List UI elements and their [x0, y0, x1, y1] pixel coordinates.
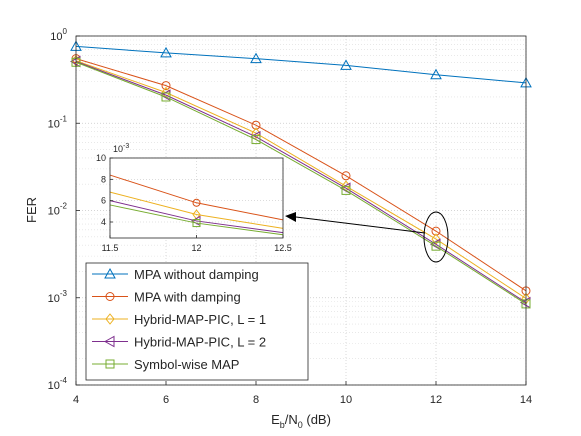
y-tick-label: 100 [50, 27, 67, 43]
inset-y-tick-label: 8 [101, 174, 106, 184]
legend-label: MPA with damping [134, 290, 241, 305]
legend-label: Hybrid-MAP-PIC, L = 1 [134, 312, 266, 327]
inset-data-point-marker [192, 219, 201, 228]
x-tick-label: 6 [163, 394, 169, 406]
data-point-marker [251, 120, 261, 130]
y-tick-label: 10-4 [48, 376, 68, 392]
inset-plot: 4 6 8 10 11.5 12 12.5 10-3 [96, 143, 292, 253]
series-line [75, 45, 527, 84]
legend-swatch-marker [105, 359, 115, 369]
inset-series-line [109, 204, 284, 236]
inset-x-tick-label: 12 [191, 243, 201, 253]
x-tick-label: 8 [253, 394, 259, 406]
series-line [75, 61, 527, 305]
y-axis-label: FER [24, 197, 39, 223]
inset-y-tick-label: 6 [101, 196, 106, 206]
inset-series-line [109, 191, 284, 229]
x-tick-label: 10 [340, 394, 352, 406]
inset-series-line [109, 174, 284, 221]
data-point-marker [161, 92, 171, 102]
inset-y-tick-label: 10 [96, 153, 106, 163]
inset-x-tick-label: 11.5 [102, 243, 119, 253]
legend-label: Hybrid-MAP-PIC, L = 2 [134, 335, 266, 350]
inset-x-tick-label: 12.5 [274, 243, 292, 253]
series-line [75, 60, 527, 299]
inset-y-tick-label: 4 [101, 217, 106, 227]
x-axis-label: Eb/N0 (dB) [271, 412, 331, 430]
legend-label: Symbol-wise MAP [134, 357, 239, 372]
data-point-marker [341, 185, 351, 195]
legend-swatch-marker [103, 335, 115, 348]
data-point-marker [341, 171, 351, 181]
data-point-marker [431, 241, 441, 251]
zoom-arrow-head [285, 212, 296, 222]
zoom-arrow-line [295, 216, 426, 234]
inset-y-multiplier: 10-3 [113, 143, 129, 154]
legend-label: MPA without damping [134, 267, 259, 282]
data-point-marker [431, 226, 441, 236]
inset-series-line [109, 200, 284, 234]
inset-data-point-marker [192, 198, 201, 207]
legend-box [85, 262, 309, 381]
inset-data-point-marker [192, 209, 201, 220]
zoom-ellipse [423, 211, 449, 263]
x-tick-label: 14 [520, 394, 532, 406]
series-line [75, 61, 527, 304]
inset-ticks: 4 6 8 10 11.5 12 12.5 [96, 153, 292, 253]
legend: MPA without damping MPA with damping Hybri… [85, 262, 309, 381]
series-line [75, 58, 527, 292]
data-point-marker [340, 59, 352, 70]
inset-series-group [109, 174, 284, 236]
x-tick-label: 4 [73, 394, 79, 406]
data-point-marker [430, 68, 442, 80]
data-point-marker [250, 52, 262, 64]
y-tick-label: 10-1 [48, 114, 68, 130]
x-tick-label: 12 [430, 394, 442, 406]
axis-ticks: 100 10-1 10-2 10-3 10-4 4 6 8 10 12 14 [48, 27, 533, 406]
legend-swatch-marker [105, 292, 115, 301]
y-tick-label: 10-2 [48, 202, 68, 218]
data-point-marker [161, 81, 171, 91]
data-point-marker [160, 46, 172, 58]
data-point-marker [251, 135, 261, 145]
legend-swatch-marker [105, 313, 115, 325]
y-tick-label: 10-3 [48, 289, 68, 305]
series-group [69, 40, 532, 309]
data-point-marker [251, 127, 261, 139]
legend-swatch-marker [104, 267, 116, 279]
